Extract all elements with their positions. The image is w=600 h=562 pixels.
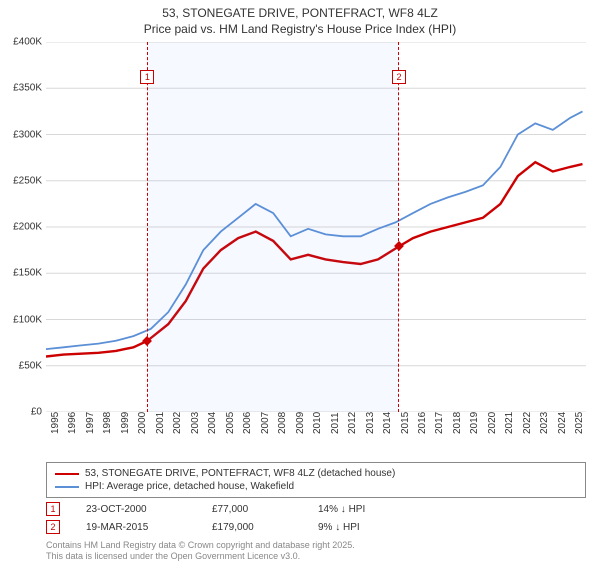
x-tick-label: 2014 [382, 412, 393, 434]
x-tick-label: 2001 [155, 412, 166, 434]
marker-flag-1: 1 [140, 70, 154, 84]
x-tick-label: 2008 [277, 412, 288, 434]
x-tick-label: 2025 [574, 412, 585, 434]
marker-row: 1 23-OCT-2000 £77,000 14% ↓ HPI [46, 500, 586, 518]
marker-delta: 9% ↓ HPI [318, 522, 360, 533]
x-tick-label: 2022 [522, 412, 533, 434]
x-axis: 1995 1996 1997 1998 1999 2000 2001 2002 2003 2004… [46, 412, 586, 460]
x-tick-label: 2021 [504, 412, 515, 434]
y-tick-label: £150K [13, 268, 42, 279]
legend-item: HPI: Average price, detached house, Wake… [55, 480, 577, 493]
x-tick-label: 2019 [469, 412, 480, 434]
y-tick-label: £0 [31, 407, 42, 418]
x-tick-label: 2012 [347, 412, 358, 434]
marker-date: 19-MAR-2015 [86, 522, 186, 533]
x-tick-label: 2018 [452, 412, 463, 434]
marker-delta: 14% ↓ HPI [318, 504, 365, 515]
chart-title: 53, STONEGATE DRIVE, PONTEFRACT, WF8 4LZ… [0, 0, 600, 37]
x-tick-label: 2024 [557, 412, 568, 434]
legend-swatch [55, 473, 79, 475]
chart-container: 53, STONEGATE DRIVE, PONTEFRACT, WF8 4LZ… [0, 0, 600, 560]
y-tick-label: £100K [13, 314, 42, 325]
credits: Contains HM Land Registry data © Crown c… [46, 540, 355, 562]
x-tick-label: 2005 [225, 412, 236, 434]
marker-box: 2 [46, 520, 60, 534]
x-tick-label: 2002 [172, 412, 183, 434]
credits-line-1: Contains HM Land Registry data © Crown c… [46, 540, 355, 551]
x-tick-label: 2003 [190, 412, 201, 434]
highlight-band [147, 42, 399, 412]
x-tick-label: 1997 [85, 412, 96, 434]
y-tick-label: £200K [13, 222, 42, 233]
legend-label: HPI: Average price, detached house, Wake… [85, 481, 294, 492]
legend-item: 53, STONEGATE DRIVE, PONTEFRACT, WF8 4LZ… [55, 467, 577, 480]
x-tick-label: 1995 [50, 412, 61, 434]
x-tick-label: 2006 [242, 412, 253, 434]
x-tick-label: 2015 [400, 412, 411, 434]
y-axis: £0£50K£100K£150K£200K£250K£300K£350K£400… [0, 42, 46, 412]
chart-plot-area: 12 [46, 42, 586, 412]
x-tick-label: 2009 [295, 412, 306, 434]
marker-row: 2 19-MAR-2015 £179,000 9% ↓ HPI [46, 518, 586, 536]
marker-flag-2: 2 [392, 70, 406, 84]
x-tick-label: 1996 [67, 412, 78, 434]
legend: 53, STONEGATE DRIVE, PONTEFRACT, WF8 4LZ… [46, 462, 586, 498]
title-line-1: 53, STONEGATE DRIVE, PONTEFRACT, WF8 4LZ [0, 6, 600, 22]
x-tick-label: 1999 [120, 412, 131, 434]
x-tick-label: 2017 [434, 412, 445, 434]
y-tick-label: £300K [13, 129, 42, 140]
x-tick-label: 2020 [487, 412, 498, 434]
y-tick-label: £250K [13, 175, 42, 186]
y-tick-label: £400K [13, 37, 42, 48]
x-tick-label: 2011 [330, 412, 341, 434]
x-tick-label: 2000 [137, 412, 148, 434]
y-tick-label: £50K [19, 360, 42, 371]
x-tick-label: 2010 [312, 412, 323, 434]
y-tick-label: £350K [13, 83, 42, 94]
marker-date: 23-OCT-2000 [86, 504, 186, 515]
marker-table: 1 23-OCT-2000 £77,000 14% ↓ HPI 2 19-MAR-2015… [46, 500, 586, 536]
marker-price: £77,000 [212, 504, 292, 515]
x-tick-label: 2023 [539, 412, 550, 434]
x-tick-label: 2004 [207, 412, 218, 434]
title-line-2: Price paid vs. HM Land Registry's House … [0, 22, 600, 38]
marker-price: £179,000 [212, 522, 292, 533]
x-tick-label: 2007 [260, 412, 271, 434]
legend-label: 53, STONEGATE DRIVE, PONTEFRACT, WF8 4LZ… [85, 468, 395, 479]
x-tick-label: 1998 [102, 412, 113, 434]
marker-box: 1 [46, 502, 60, 516]
legend-swatch [55, 486, 79, 488]
x-tick-label: 2016 [417, 412, 428, 434]
x-tick-label: 2013 [365, 412, 376, 434]
